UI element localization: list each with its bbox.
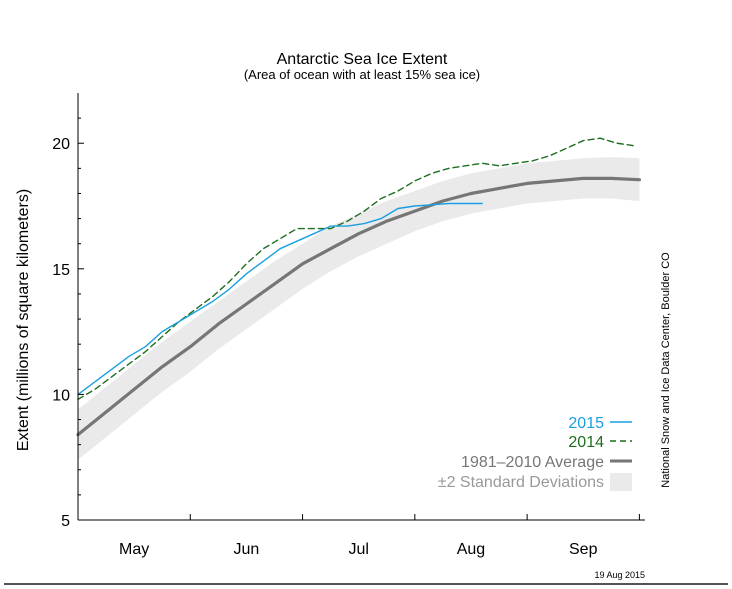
series-line-2 bbox=[76, 176, 642, 437]
x-tick-label-1: Jun bbox=[234, 541, 260, 558]
y-axis-label: Extent (millions of square kilometers) bbox=[15, 189, 32, 451]
chart-title: Antarctic Sea Ice Extent bbox=[277, 51, 448, 68]
y-tick-label-0: 5 bbox=[61, 513, 70, 530]
plot-area bbox=[76, 137, 642, 460]
legend-label-2015: 2015 bbox=[568, 415, 604, 432]
series-line-1 bbox=[77, 137, 635, 401]
legend: 2015 2014 1981–2010 Average ±2 Standard Dev… bbox=[438, 415, 632, 491]
x-tick-label-3: Aug bbox=[457, 541, 485, 558]
legend-label-average: 1981–2010 Average bbox=[461, 454, 604, 471]
y-tick-label-3: 20 bbox=[52, 136, 70, 153]
std-dev-band bbox=[78, 157, 640, 460]
date-stamp: 19 Aug 2015 bbox=[594, 570, 645, 580]
chart-subtitle: (Area of ocean with at least 15% sea ice… bbox=[244, 67, 480, 82]
y-tick-label-1: 10 bbox=[52, 387, 70, 404]
y-tick-label-2: 15 bbox=[52, 262, 70, 279]
source-credit: National Snow and Ice Data Center, Bould… bbox=[660, 252, 672, 488]
bottom-border bbox=[4, 583, 728, 585]
axes: 5 10 15 20 May Jun Jul Aug Sep bbox=[52, 93, 645, 558]
legend-label-2014: 2014 bbox=[568, 434, 604, 451]
x-tick-label-2: Jul bbox=[348, 541, 368, 558]
x-tick-label-4: Sep bbox=[569, 541, 598, 558]
x-tick-label-0: May bbox=[119, 541, 149, 558]
legend-swatch-std-dev bbox=[610, 473, 632, 491]
series-line-0 bbox=[77, 202, 483, 396]
legend-label-std-dev: ±2 Standard Deviations bbox=[438, 474, 604, 491]
